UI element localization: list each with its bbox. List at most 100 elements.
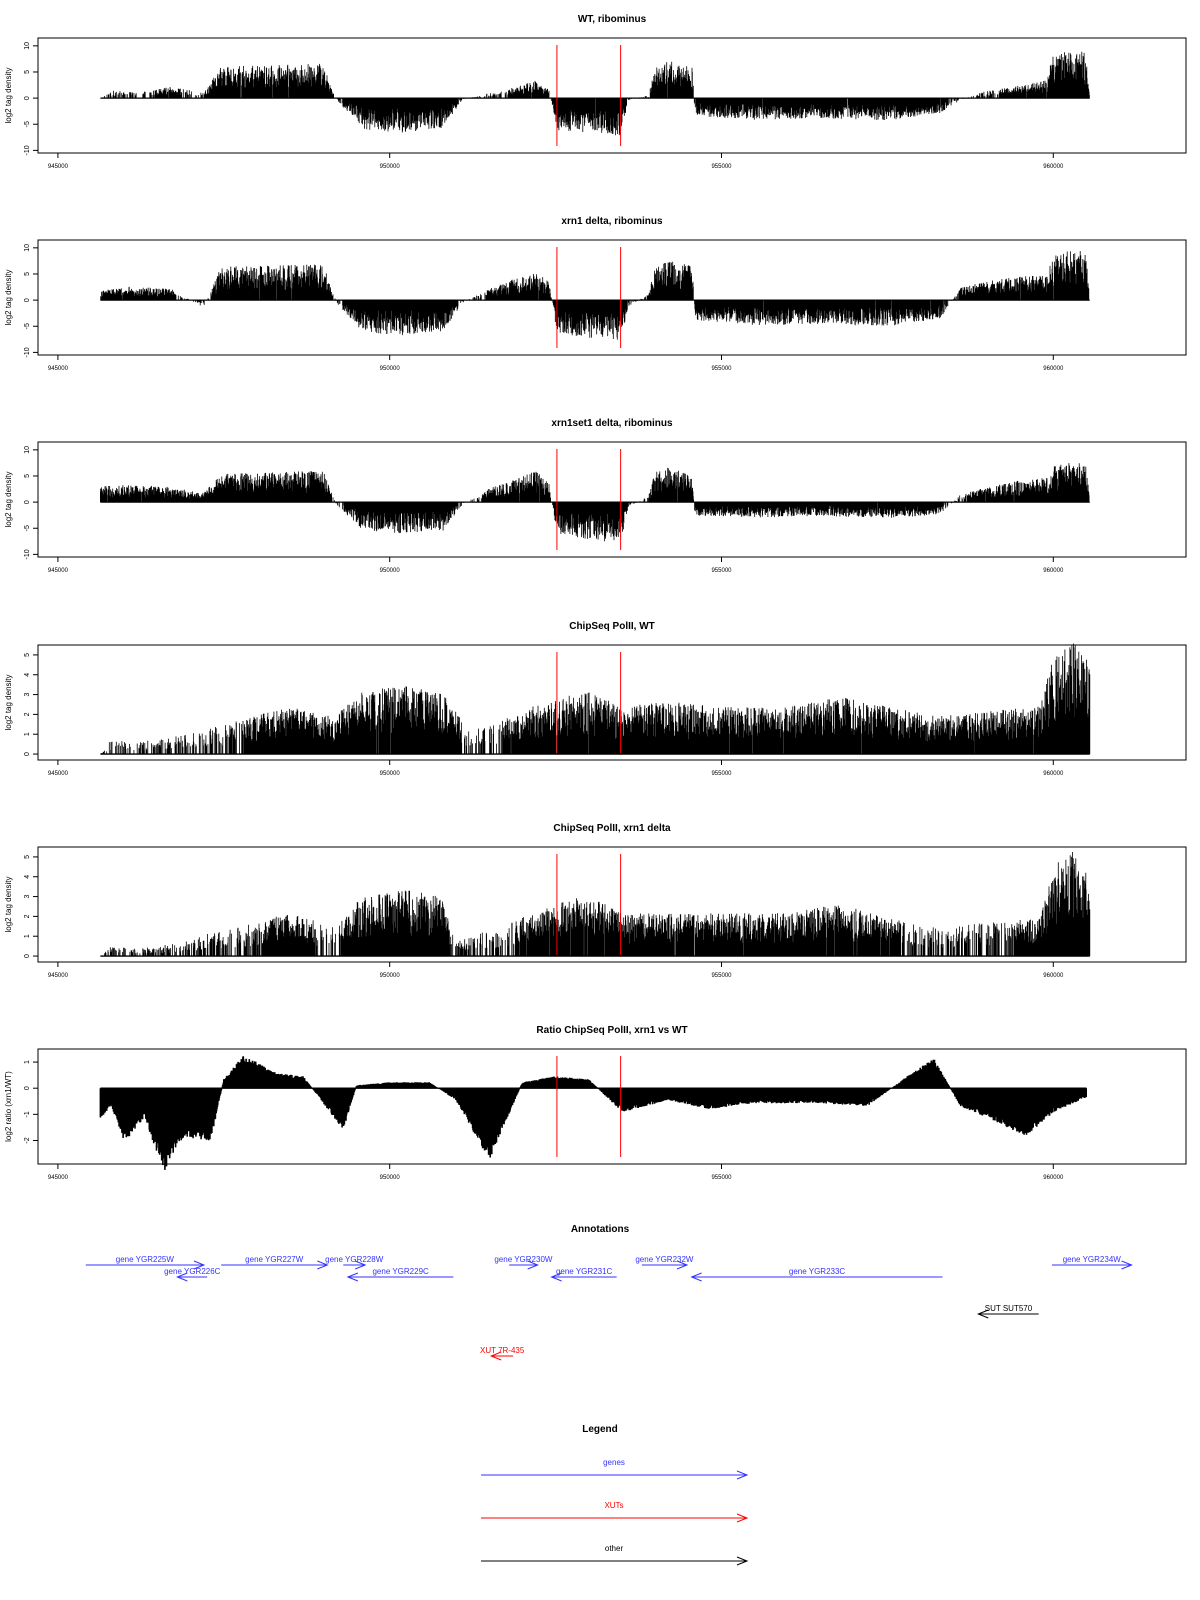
chart-title: xrn1 delta, ribominus	[561, 216, 663, 227]
y-tick-label: 0	[24, 752, 31, 756]
chart-panel-2: xrn1 delta, ribominus log2 tag density -10…	[4, 216, 1187, 372]
data-series	[100, 251, 1090, 340]
feature-gene-ygr229c: gene YGR229C	[346, 1267, 454, 1282]
chart-panel-4: ChipSeq PolII, WT log2 tag density 0 1 2 3 4 5 9…	[4, 621, 1187, 777]
legend-item-gene: genes	[481, 1458, 749, 1480]
data-series	[100, 463, 1090, 542]
y-axis-label: log2 tag density	[4, 67, 13, 123]
x-tick-label: 955000	[711, 568, 732, 574]
x-tick-label: 955000	[711, 1175, 732, 1181]
feature-label: gene YGR230W	[494, 1255, 553, 1264]
data-bars	[101, 643, 1091, 755]
y-tick-label: 5	[24, 653, 31, 657]
feature-gene-ygr230w: gene YGR230W	[494, 1255, 553, 1270]
y-tick-label: 1	[24, 934, 31, 938]
legend-label: genes	[603, 1458, 625, 1467]
arrow-right-icon	[736, 1470, 749, 1480]
x-tick-label: 950000	[380, 164, 401, 170]
plot-frame	[37, 846, 1187, 963]
feature-gene-ygr233c: gene YGR233C	[690, 1267, 943, 1282]
x-tick-label: 960000	[1043, 973, 1064, 979]
y-tick-label: 5	[24, 855, 31, 859]
data-bars	[100, 51, 1090, 136]
y-axis-label: log2 tag density	[4, 876, 13, 932]
feature-label: SUT SUT570	[985, 1304, 1033, 1313]
strand-arrow-icon	[193, 1260, 206, 1270]
chart-title: ChipSeq PolII, xrn1 delta	[553, 823, 671, 834]
chart-title: ChipSeq PolII, WT	[569, 621, 655, 632]
y-tick-label: 2	[24, 914, 31, 918]
strand-arrow-icon	[976, 1309, 989, 1319]
legend-item-xut: XUTs	[481, 1501, 749, 1523]
strand-arrow-icon	[690, 1272, 702, 1282]
strand-arrow-icon	[527, 1260, 540, 1270]
arrow-right-icon	[736, 1513, 749, 1523]
x-tick-label: 945000	[48, 973, 69, 979]
data-series	[100, 852, 1091, 957]
x-tick-label: 950000	[380, 568, 401, 574]
chart-title: xrn1set1 delta, ribominus	[551, 418, 673, 429]
annotations-panel: Annotations gene YGR225W gene YGR226C gene …	[85, 1224, 1133, 1361]
plot-frame	[37, 1048, 1187, 1165]
y-tick-label: -2	[24, 1137, 31, 1143]
data-series	[100, 643, 1091, 755]
feature-gene-ygr234w: gene YGR234W	[1051, 1255, 1133, 1270]
feature-label: gene YGR228W	[325, 1255, 384, 1264]
y-tick-label: 1	[24, 732, 31, 736]
y-tick-label: -1	[24, 1111, 31, 1117]
feature-label: gene YGR231C	[556, 1267, 613, 1276]
legend-label: XUTs	[604, 1501, 623, 1510]
y-tick-label: 0	[24, 1086, 31, 1090]
y-tick-label: 3	[24, 895, 31, 899]
feature-gene-ygr232w: gene YGR232W	[635, 1255, 694, 1270]
x-tick-label: 950000	[380, 366, 401, 372]
x-tick-label: 955000	[711, 771, 732, 777]
x-tick-label: 960000	[1043, 1175, 1064, 1181]
y-tick-label: 5	[24, 272, 31, 276]
feature-label: gene YGR234W	[1063, 1255, 1122, 1264]
legend-label: other	[605, 1544, 624, 1553]
y-tick-label: 2	[24, 712, 31, 716]
chart-title: WT, ribominus	[578, 14, 647, 25]
y-tick-label: -5	[24, 121, 31, 127]
y-tick-label: 1	[24, 1060, 31, 1064]
y-tick-label: -5	[24, 323, 31, 329]
y-tick-label: 0	[24, 500, 31, 504]
chart-panel-1: WT, ribominus log2 tag density -10 -5 0 5 10 94…	[4, 14, 1187, 170]
plot-frame	[37, 644, 1187, 761]
x-tick-label: 960000	[1043, 771, 1064, 777]
plot-frame	[37, 239, 1187, 356]
feature-label: gene YGR233C	[789, 1267, 846, 1276]
feature-gene-ygr227w: gene YGR227W	[221, 1255, 329, 1270]
x-tick-label: 960000	[1043, 568, 1064, 574]
feature-gene-ygr228w: gene YGR228W	[325, 1255, 384, 1270]
x-tick-label: 950000	[380, 1175, 401, 1181]
x-tick-label: 945000	[48, 164, 69, 170]
legend-title: Legend	[582, 1424, 618, 1435]
y-tick-label: -10	[24, 549, 31, 559]
data-series	[100, 51, 1090, 136]
x-tick-label: 945000	[48, 1175, 69, 1181]
y-tick-label: 0	[24, 96, 31, 100]
y-axis-label: log2 tag density	[4, 471, 13, 527]
annotations-title: Annotations	[571, 1224, 630, 1235]
arrow-right-icon	[736, 1556, 749, 1566]
feature-gene-ygr225w: gene YGR225W	[85, 1255, 206, 1270]
feature-label: gene YGR229C	[372, 1267, 429, 1276]
feature-xut-7r-435: XUT 7R-435	[480, 1346, 525, 1361]
plot-frame	[37, 441, 1187, 558]
y-axis-label: log2 tag density	[4, 674, 13, 730]
feature-gene-ygr226c: gene YGR226C	[164, 1267, 221, 1282]
strand-arrow-icon	[354, 1260, 367, 1270]
chart-title: Ratio ChipSeq PolII, xrn1 vs WT	[536, 1025, 687, 1036]
legend-panel: Legend genes XUTs other	[481, 1424, 749, 1566]
y-tick-label: 0	[24, 954, 31, 958]
plot-frame	[37, 37, 1187, 154]
strand-arrow-icon	[550, 1272, 562, 1282]
strand-arrow-icon	[489, 1351, 502, 1361]
y-axis-label: log2 ratio (xrn1/WT)	[4, 1071, 13, 1142]
y-tick-label: 10	[24, 244, 31, 252]
y-axis-label: log2 tag density	[4, 269, 13, 325]
strand-arrow-icon	[176, 1272, 188, 1282]
